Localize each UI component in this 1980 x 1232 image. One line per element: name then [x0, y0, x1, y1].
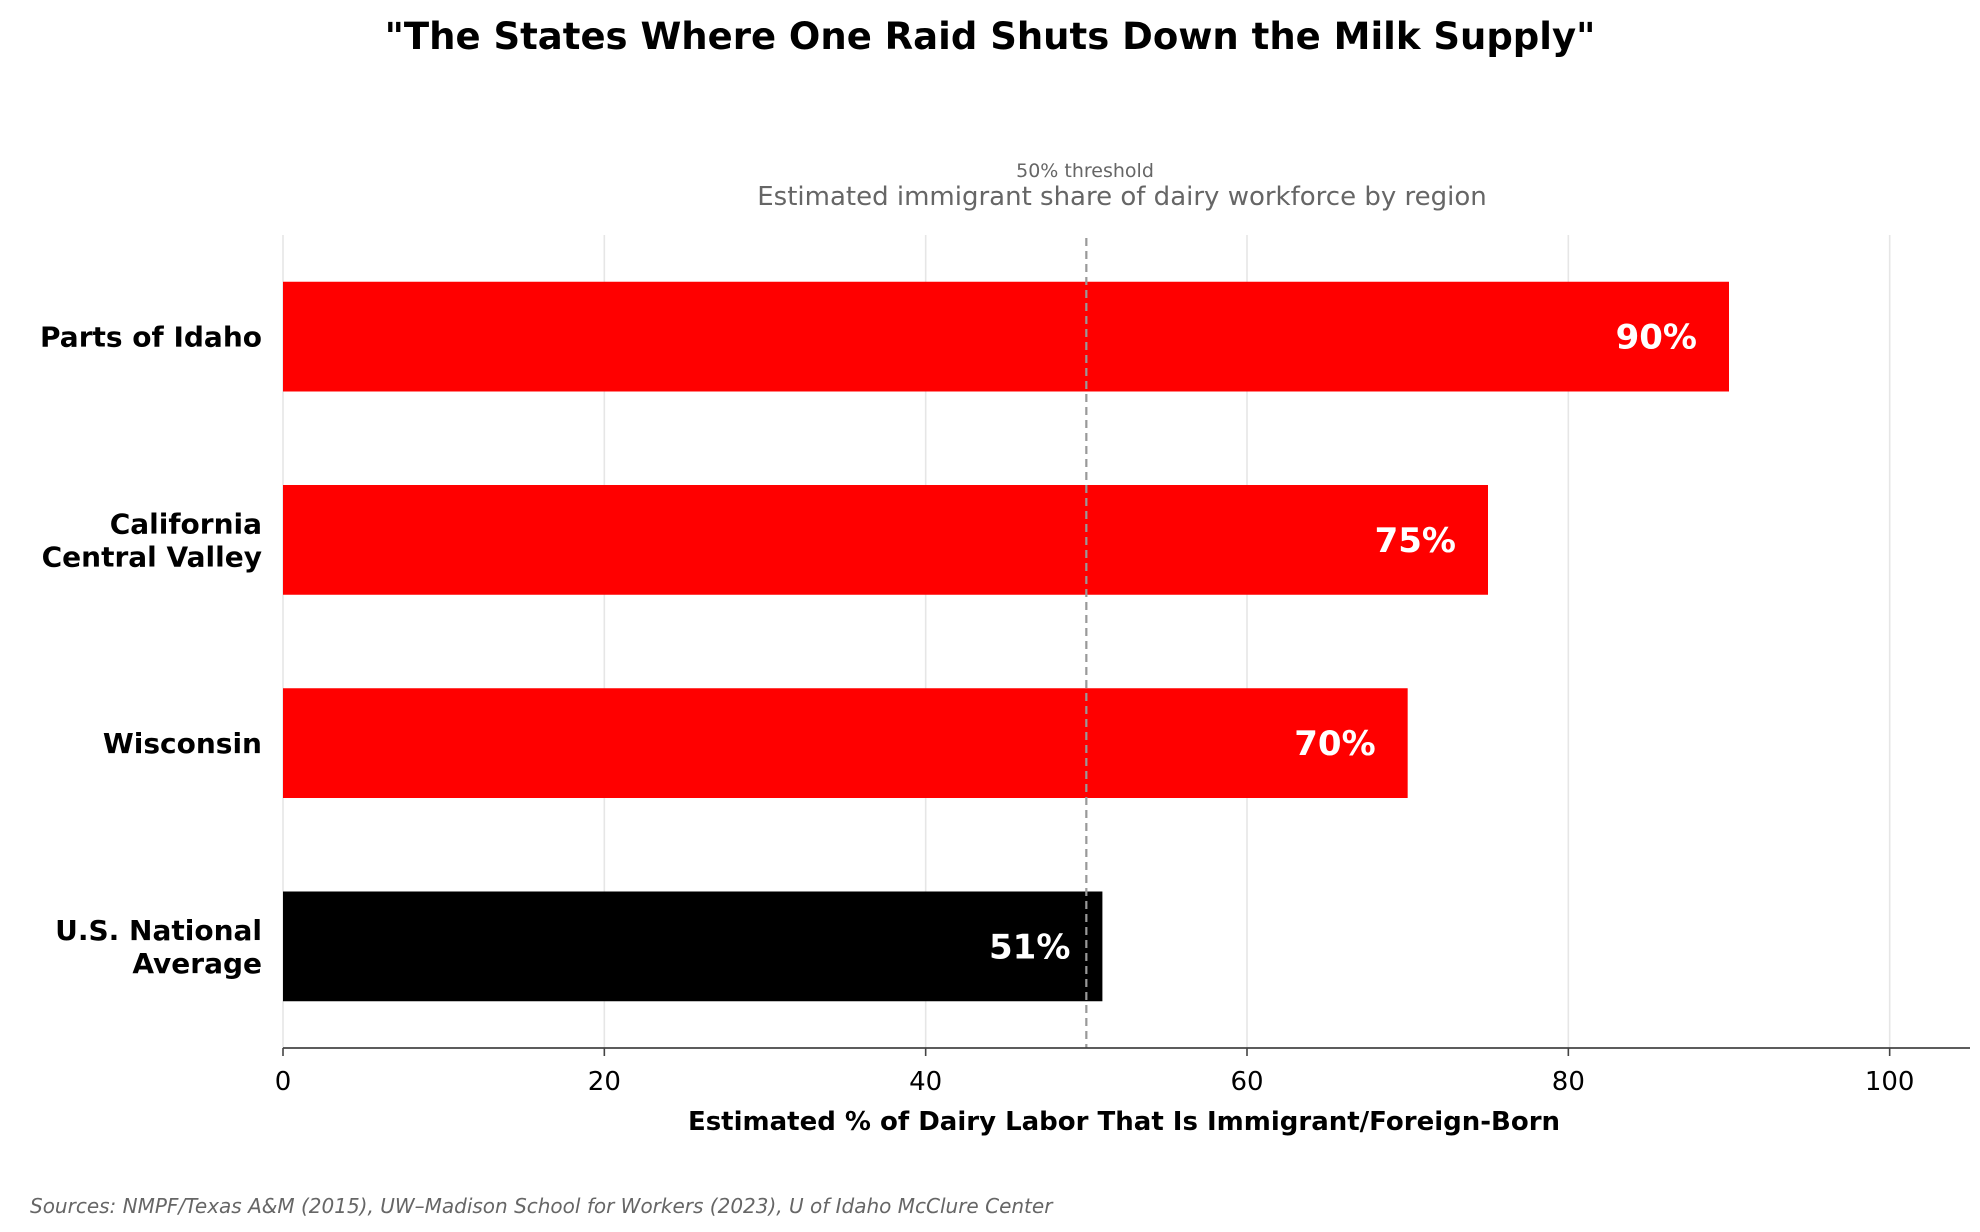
value-label-2: 70%	[1294, 724, 1375, 764]
bar-3	[283, 891, 1103, 1002]
x-axis-label: Estimated % of Dairy Labor That Is Immig…	[688, 1107, 1560, 1137]
x-tick-label-60: 60	[1230, 1067, 1263, 1097]
chart-subtitle: Estimated immigrant share of dairy workf…	[757, 182, 1486, 212]
category-label-3-0: U.S. National	[55, 914, 262, 947]
value-label-0: 90%	[1616, 318, 1697, 358]
x-tick-label-40: 40	[909, 1067, 942, 1097]
value-label-3: 51%	[989, 927, 1070, 967]
x-tick-label-20: 20	[588, 1067, 621, 1097]
x-tick-label-80: 80	[1552, 1067, 1585, 1097]
bar-2	[283, 688, 1408, 799]
category-label-1-1: Central Valley	[42, 540, 262, 573]
threshold-label: 50% threshold	[1016, 160, 1154, 182]
value-label-1: 75%	[1375, 521, 1456, 561]
category-label-3-1: Average	[132, 947, 262, 980]
bars: 90% 75% 70% 51%	[283, 281, 1729, 1002]
chart-title: "The States Where One Raid Shuts Down th…	[385, 15, 1596, 58]
category-label-2-0: Wisconsin	[103, 727, 262, 760]
bar-0	[283, 281, 1729, 392]
source-note: Sources: NMPF/Texas A&M (2015), UW–Madis…	[30, 1194, 1054, 1218]
bar-1	[283, 484, 1488, 595]
x-tick-label-100: 100	[1865, 1067, 1915, 1097]
x-axis: 0 20 40 60 80 100	[275, 1047, 1970, 1097]
category-label-0-0: Parts of Idaho	[40, 321, 262, 354]
x-tick-label-0: 0	[275, 1067, 292, 1097]
category-label-1-0: California	[110, 507, 262, 540]
